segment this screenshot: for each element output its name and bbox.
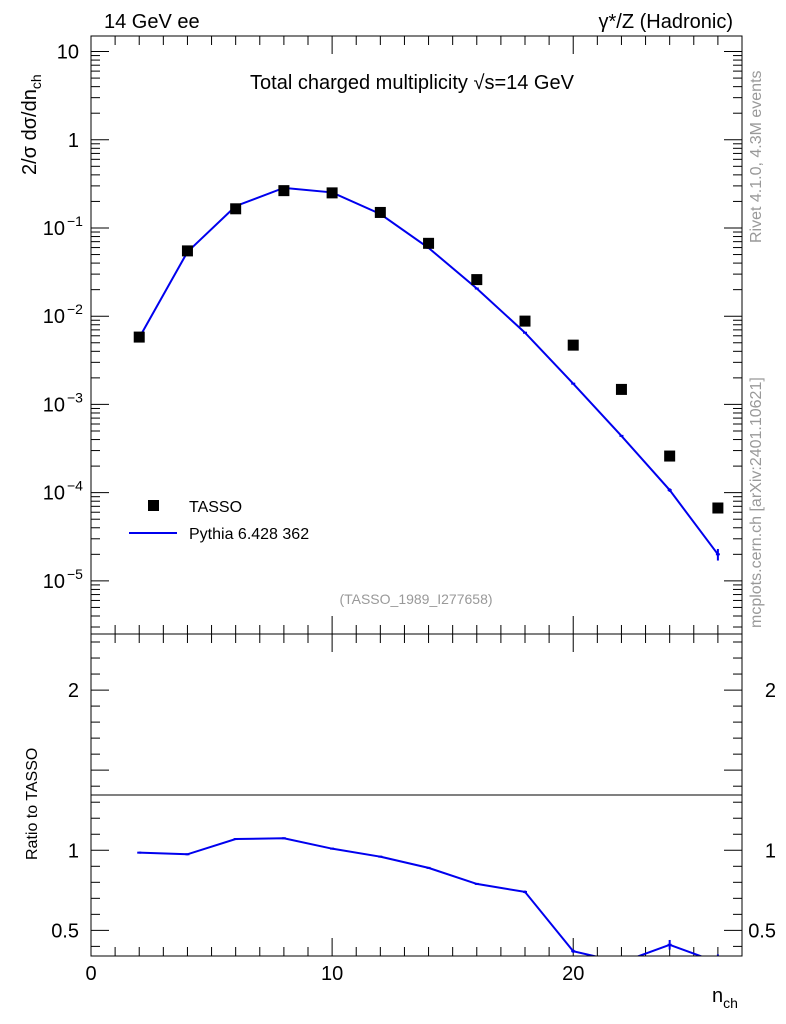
y-tick-label: 1 xyxy=(68,130,79,152)
ratio-y-label: Ratio to TASSO xyxy=(24,748,41,860)
data-marker xyxy=(615,383,627,395)
x-tick-label: 10 xyxy=(321,963,343,985)
data-marker xyxy=(664,450,676,462)
header-left: 14 GeV ee xyxy=(104,11,200,33)
y-tick-label-exponent: −4 xyxy=(67,478,83,494)
y-tick-label: 10 xyxy=(43,571,65,593)
header-right: γ*/Z (Hadronic) xyxy=(599,11,733,33)
ratio-y-tick-label-right: 1 xyxy=(765,840,776,862)
y-tick-label-exponent: −2 xyxy=(67,301,83,317)
y-tick-label: 10 xyxy=(43,218,65,240)
y-tick-label: 10 xyxy=(43,306,65,328)
ratio-frame xyxy=(90,633,743,957)
ratio-y-tick-label: 1 xyxy=(68,840,79,862)
svg-text:nch: nch xyxy=(712,985,738,1011)
data-marker xyxy=(471,274,483,286)
y-tick-label-exponent: −5 xyxy=(67,566,83,582)
data-series xyxy=(133,185,724,514)
ratio-y-tick-label: 0.5 xyxy=(51,920,79,942)
data-marker xyxy=(133,331,145,343)
data-marker xyxy=(326,187,338,199)
main-title: Total charged multiplicity √s=14 GeV xyxy=(250,72,575,94)
data-marker xyxy=(712,502,724,514)
x-tick-label: 0 xyxy=(85,963,96,985)
ratio-y-tick-label: 2 xyxy=(68,680,79,702)
legend: TASSO Pythia 6.428 362 xyxy=(129,499,309,543)
data-marker xyxy=(181,245,193,257)
x-axis-label: nch xyxy=(712,985,738,1011)
data-marker xyxy=(230,203,242,215)
main-axis-ticks xyxy=(90,36,743,634)
svg-text:2/σ dσ/dnch: 2/σ dσ/dnch xyxy=(19,74,44,175)
data-marker xyxy=(567,339,579,351)
ratio-series xyxy=(137,837,719,956)
legend-label-tasso: TASSO xyxy=(189,499,242,516)
reference-label: (TASSO_1989_I277658) xyxy=(339,591,492,607)
y-tick-label-exponent: −3 xyxy=(67,389,83,405)
ratio-y-tick-labels: 2 2 1 1 0.5 0.5 xyxy=(51,680,776,942)
ratio-panel: 2 2 1 1 0.5 0.5 0 10 20 Ratio to TASSO nch xyxy=(24,633,776,1011)
y-tick-label: 10 xyxy=(43,394,65,416)
ratio-line xyxy=(139,837,704,956)
main-y-label: 2/σ dσ/dnch xyxy=(19,74,44,175)
y-tick-label-exponent: −1 xyxy=(67,213,83,229)
main-frame xyxy=(90,35,743,635)
x-tick-label: 20 xyxy=(562,963,584,985)
rivet-label: Rivet 4.1.0, 4.3M events xyxy=(748,70,765,243)
ratio-y-tick-label-right: 0.5 xyxy=(748,920,776,942)
legend-label-pythia: Pythia 6.428 362 xyxy=(189,526,309,543)
data-marker xyxy=(374,206,386,218)
data-marker xyxy=(423,237,435,249)
data-marker xyxy=(278,185,290,197)
x-tick-labels: 0 10 20 xyxy=(85,963,584,985)
mcplots-label: mcplots.cern.ch [arXiv:2401.10621] xyxy=(748,377,765,628)
data-marker xyxy=(519,315,531,327)
y-tick-label: 10 xyxy=(57,42,79,64)
legend-marker-tasso xyxy=(148,500,159,511)
ratio-y-tick-label-right: 2 xyxy=(765,680,776,702)
y-tick-label: 10 xyxy=(43,483,65,505)
